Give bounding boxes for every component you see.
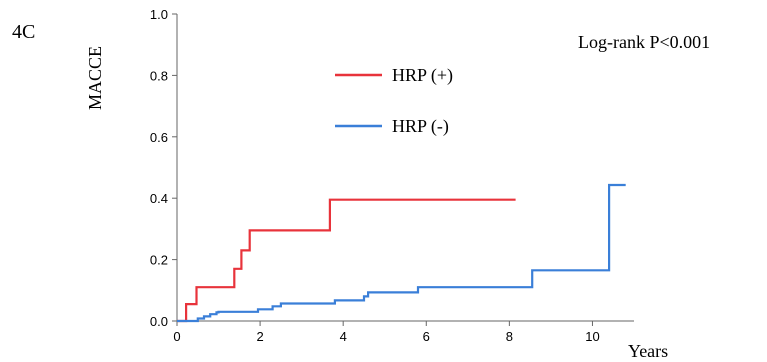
legend: HRP (+) HRP (-) <box>335 65 453 137</box>
x-tick-label: 2 <box>256 329 263 344</box>
y-axis-label: MACCE <box>85 46 105 110</box>
y-tick-label: 0.0 <box>150 314 168 329</box>
y-tick-label: 0.6 <box>150 130 168 145</box>
tick-labels: 0.0 0.2 0.4 0.6 0.8 1.0 0 2 4 6 8 10 <box>150 7 600 344</box>
series-line-hrp-negative <box>177 183 626 323</box>
y-tick-label: 0.2 <box>150 253 168 268</box>
y-tick-label: 1.0 <box>150 7 168 22</box>
series-line-hrp-positive <box>177 198 516 323</box>
y-tick-label: 0.4 <box>150 191 168 206</box>
x-tick-label: 4 <box>340 329 347 344</box>
x-tick-label: 10 <box>585 329 599 344</box>
axes <box>172 13 634 326</box>
panel-label: 4C <box>12 21 35 43</box>
x-tick-label: 6 <box>423 329 430 344</box>
legend-label-hrp-positive: HRP (+) <box>392 65 453 86</box>
legend-label-hrp-negative: HRP (-) <box>392 116 449 137</box>
x-tick-label: 0 <box>173 329 180 344</box>
series-lines <box>177 183 626 323</box>
x-tick-label: 8 <box>506 329 513 344</box>
logrank-annotation: Log-rank P<0.001 <box>578 32 710 52</box>
y-tick-label: 0.8 <box>150 68 168 83</box>
x-axis-label: Years <box>628 341 668 361</box>
